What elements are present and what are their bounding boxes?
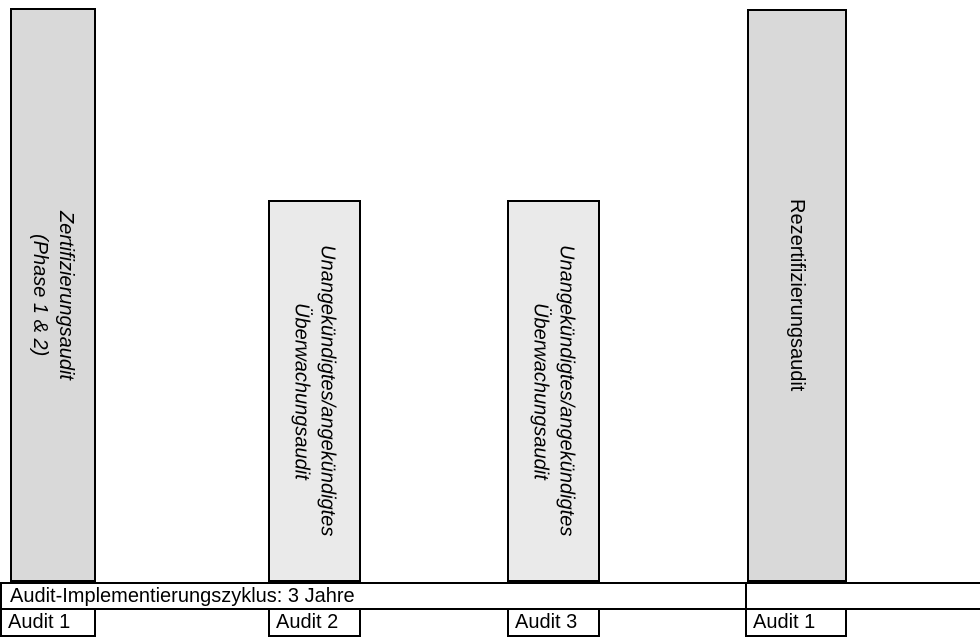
cycle-band-divider <box>745 582 747 610</box>
bar-ueberwachungsaudit-1-label: Unangekündigtes/angekündigtes Überwachun… <box>289 245 341 536</box>
bar-label-line2: Überwachungsaudit <box>529 302 552 480</box>
bar-rezertifizierungsaudit-label: Rezertifizierungsaudit <box>784 199 810 391</box>
audit-marker-1-label: Audit 1 <box>8 611 71 633</box>
bar-ueberwachungsaudit-1: Unangekündigtes/angekündigtes Überwachun… <box>268 200 361 582</box>
audit-marker-3: Audit 3 <box>507 608 600 637</box>
audit-marker-2: Audit 2 <box>268 608 361 637</box>
bar-label-line2: Überwachungsaudit <box>290 302 313 480</box>
audit-marker-4-label: Audit 1 <box>753 611 816 633</box>
audit-marker-2-label: Audit 2 <box>276 611 339 633</box>
cycle-band-label: Audit-Implementierungszyklus: 3 Jahre <box>10 584 355 607</box>
bar-zertifizierungsaudit: Zertifizierungsaudit (Phase 1 & 2) <box>10 8 96 582</box>
cycle-band: Audit-Implementierungszyklus: 3 Jahre <box>0 582 980 610</box>
bar-label-line1: Unangekündigtes/angekündigtes <box>555 245 578 537</box>
bar-label-line1: Rezertifizierungsaudit <box>786 199 808 392</box>
audit-marker-3-label: Audit 3 <box>515 611 578 633</box>
bar-ueberwachungsaudit-2-label: Unangekündigtes/angekündigtes Überwachun… <box>528 245 580 536</box>
bar-zertifizierungsaudit-label: Zertifizierungsaudit (Phase 1 & 2) <box>27 211 79 380</box>
audit-marker-1: Audit 1 <box>0 608 96 637</box>
bar-ueberwachungsaudit-2: Unangekündigtes/angekündigtes Überwachun… <box>507 200 600 582</box>
bar-label-line2: (Phase 1 & 2) <box>29 233 51 357</box>
bar-label-line1: Unangekündigtes/angekündigtes <box>316 245 339 537</box>
bar-rezertifizierungsaudit: Rezertifizierungsaudit <box>747 9 847 582</box>
bar-label-line1: Zertifizierungsaudit <box>55 210 77 380</box>
audit-marker-4: Audit 1 <box>745 608 847 637</box>
